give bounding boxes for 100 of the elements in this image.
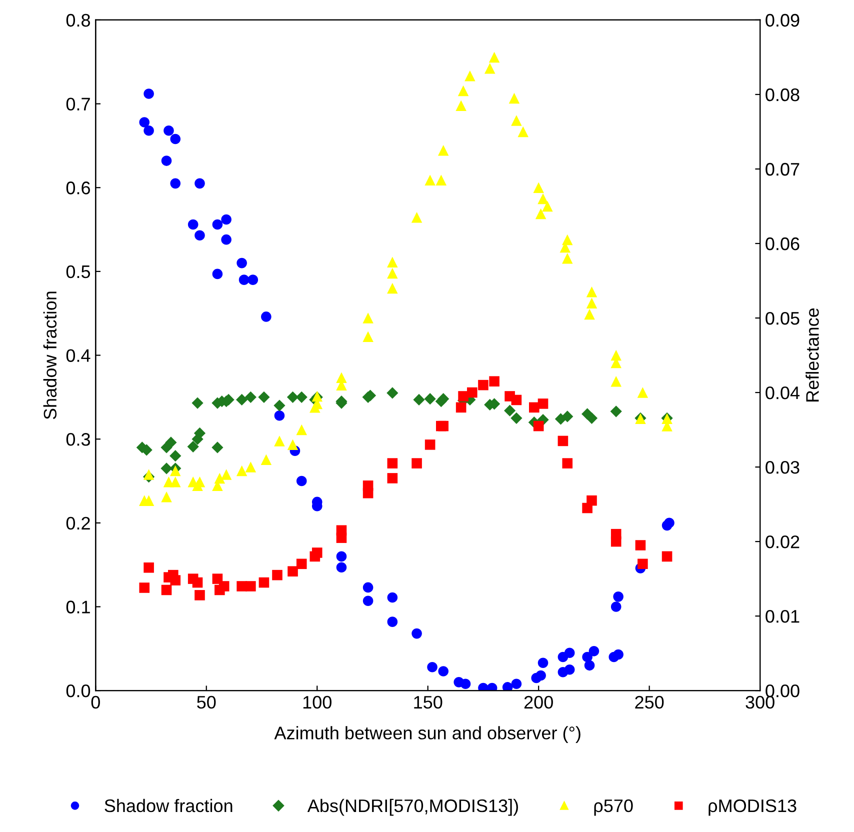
y2-tick-label: 0.01 [766, 610, 800, 623]
y-axis-title: Shadow fraction [43, 292, 57, 420]
point [456, 402, 466, 413]
point [170, 476, 181, 488]
point [562, 458, 573, 468]
point [387, 592, 398, 603]
point [554, 413, 567, 425]
y2-tick-label: 0.08 [766, 88, 800, 102]
point [637, 387, 648, 398]
point [238, 274, 250, 285]
point [236, 258, 247, 268]
point [610, 536, 622, 547]
point [387, 473, 398, 484]
x-tick-label: 100 [303, 696, 332, 709]
point [460, 678, 471, 690]
point [424, 174, 436, 186]
point [613, 592, 624, 602]
point [161, 156, 172, 166]
point [456, 100, 466, 112]
point [533, 420, 544, 432]
y2-tick-label: 0.03 [766, 460, 800, 474]
x-axis-title: Azimuth between sun and observer (°) [274, 726, 580, 743]
point [274, 436, 285, 446]
point [464, 70, 476, 82]
point [336, 525, 347, 536]
point [478, 380, 488, 390]
point [139, 117, 150, 128]
point [510, 412, 522, 424]
point [518, 126, 528, 138]
point [144, 562, 154, 573]
point [362, 596, 374, 606]
point [584, 660, 595, 671]
point [467, 387, 478, 398]
point [144, 125, 154, 136]
point [458, 85, 469, 96]
point [411, 212, 422, 223]
point [212, 268, 223, 280]
point [538, 658, 548, 668]
point [236, 465, 248, 476]
point [387, 268, 398, 279]
point [139, 582, 150, 593]
y-tick-label: 0.3 [66, 433, 90, 446]
point [170, 450, 182, 462]
point [187, 440, 199, 452]
point [584, 308, 595, 320]
point [220, 469, 232, 480]
point [188, 219, 198, 230]
point [664, 518, 674, 528]
point [484, 63, 496, 74]
point [535, 208, 546, 220]
point [413, 394, 425, 406]
legend-label: Abs(NDRI[570,MODIS13]) [307, 798, 518, 816]
point [412, 458, 422, 468]
y-tick-label: 0.7 [66, 98, 90, 111]
point [386, 387, 398, 399]
point [387, 458, 398, 468]
y-tick-label: 0.0 [66, 684, 90, 698]
point [610, 602, 622, 612]
point [533, 182, 544, 193]
point [542, 200, 553, 212]
y-tick-label: 0.1 [66, 600, 90, 614]
legend-label: ρMODIS13 [708, 799, 796, 816]
point [562, 410, 574, 422]
y-tick-label: 0.8 [66, 14, 90, 27]
point [336, 372, 347, 383]
point [221, 214, 232, 225]
point [296, 424, 307, 436]
point [586, 298, 598, 308]
point [387, 256, 398, 268]
y-tick-label: 0.6 [66, 182, 90, 194]
point [170, 178, 181, 189]
point [635, 540, 646, 550]
point [610, 406, 622, 418]
point [412, 628, 422, 639]
point [336, 562, 347, 572]
point [662, 551, 672, 562]
point [489, 376, 500, 386]
point [536, 670, 546, 681]
point [529, 402, 540, 413]
point [488, 52, 500, 63]
point [562, 253, 573, 264]
point [296, 558, 307, 570]
point [387, 616, 398, 627]
point [274, 410, 285, 421]
point [296, 391, 308, 403]
point [564, 648, 575, 658]
point [362, 312, 374, 324]
y-tick-label: 0.5 [66, 265, 90, 278]
point [610, 350, 622, 361]
point [212, 219, 223, 230]
point [221, 234, 232, 245]
point [387, 282, 398, 294]
point [438, 666, 449, 676]
point [511, 678, 522, 690]
legend-label: ρ570 [594, 799, 633, 816]
y-tick-label: 0.4 [66, 349, 90, 362]
point [194, 178, 205, 189]
point [538, 398, 548, 409]
point [638, 558, 648, 570]
point [427, 662, 438, 672]
